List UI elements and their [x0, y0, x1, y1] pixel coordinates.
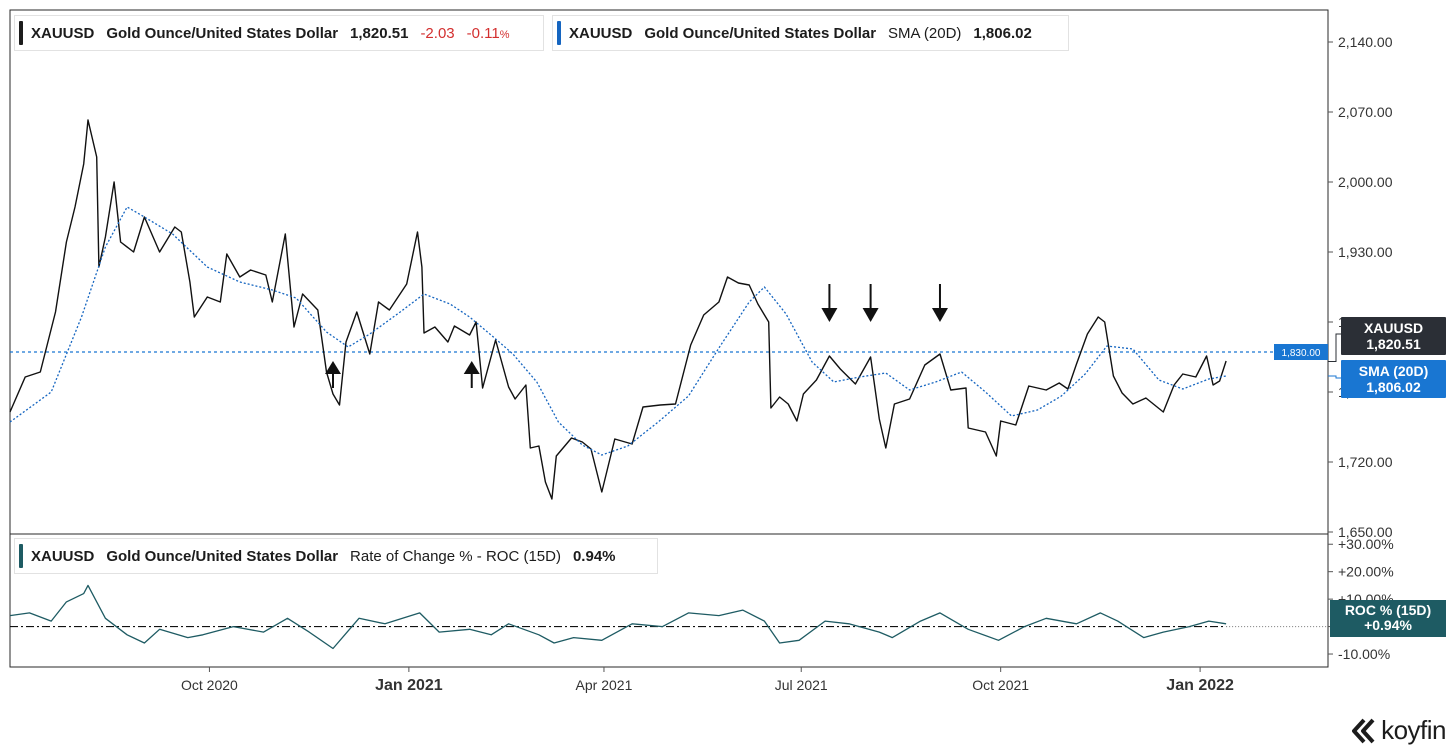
price-line	[9, 119, 1227, 500]
legend-price-swatch	[19, 21, 23, 45]
legend-price-change-pct: -0.11%	[467, 25, 510, 42]
roc-line	[9, 584, 1227, 650]
sma-badge-connector	[1328, 375, 1341, 379]
x-tick-label: Jan 2022	[1166, 677, 1234, 694]
arrow-up-icon	[463, 361, 480, 374]
legend-sma-symbol: XAUUSD	[569, 24, 633, 42]
price-badge-connector	[1328, 333, 1341, 362]
roc-pane: -10.00%0.00%+10.00%+20.00%+30.00%ROC % (…	[9, 536, 1446, 662]
price-badge-bg	[1341, 317, 1446, 355]
chart-frame	[9, 9, 1329, 668]
x-axis: Oct 2020 Jan 2021 Apr 2021 Jul 2021 Oct 2021…	[181, 667, 1234, 694]
x-tick-label: Oct 2021	[972, 677, 1029, 693]
price-badge-text: XAUUSD	[1364, 320, 1423, 336]
hline-value-text: 1,830.00	[1282, 348, 1321, 359]
roc-badge-bg	[1330, 600, 1446, 637]
x-tick-label: Apr 2021	[576, 677, 633, 693]
sma-badge-text: 1,806.02	[1366, 379, 1421, 395]
legend-roc-name: Gold Ounce/United States Dollar	[106, 547, 339, 565]
roc-badge-text: +0.94%	[1364, 617, 1412, 633]
roc-y-tick-label: +30.00%	[1338, 536, 1394, 552]
sma-badge-text: SMA (20D)	[1359, 363, 1429, 379]
legend-roc-swatch	[19, 544, 23, 568]
brand-name: koyfin	[1381, 715, 1446, 745]
y-tick-label: 2,140.00	[1338, 34, 1393, 50]
arrow-down-icon	[821, 308, 838, 322]
x-tick-label: Jan 2021	[375, 677, 443, 694]
y-tick-label: 1,720.00	[1338, 454, 1393, 470]
roc-badge: ROC % (15D)+0.94%	[1330, 600, 1446, 637]
roc-y-tick-label: +20.00%	[1338, 564, 1394, 580]
legend-sma: XAUUSD Gold Ounce/United States Dollar S…	[552, 15, 1069, 51]
legend-price-change-pct-value: -0.11	[466, 24, 500, 42]
x-tick-label: Oct 2020	[181, 677, 238, 693]
koyfin-mark-icon	[1352, 718, 1375, 743]
arrow-down-icon	[862, 308, 879, 322]
y-tick-label: 2,000.00	[1338, 174, 1393, 190]
y-tick-label: 1,930.00	[1338, 244, 1393, 260]
sma-badge: SMA (20D)1,806.02	[1341, 360, 1446, 398]
legend-roc: XAUUSD Gold Ounce/United States Dollar R…	[14, 538, 658, 574]
legend-sma-name: Gold Ounce/United States Dollar	[644, 24, 877, 42]
arrow-down-icon	[931, 308, 948, 322]
legend-roc-indicator: Rate of Change % - ROC (15D)	[350, 547, 561, 565]
hline-value-tag	[1274, 344, 1328, 360]
legend-roc-value: 0.94%	[572, 547, 616, 565]
legend-price-symbol: XAUUSD	[31, 24, 95, 42]
legend-sma-indicator: SMA (20D)	[888, 24, 962, 42]
legend-roc-symbol: XAUUSD	[31, 547, 95, 565]
legend-price-last: 1,820.51	[350, 24, 409, 42]
arrow-up-icon	[324, 361, 341, 374]
koyfin-logo: koyfin	[1351, 715, 1446, 746]
legend-price-change: -2.03	[420, 24, 455, 42]
x-tick-label: Jul 2021	[775, 677, 828, 693]
legend-price-change-pct-sign: %	[499, 28, 510, 41]
legend-sma-value: 1,806.02	[973, 24, 1032, 42]
y-tick-label: 1,650.00	[1338, 524, 1393, 540]
legend-sma-swatch	[557, 21, 561, 45]
sma-line	[9, 206, 1227, 456]
price-badge-text: 1,820.51	[1366, 336, 1421, 352]
price-pane: 1,650.001,720.001,790.001,860.001,930.00…	[9, 34, 1446, 540]
sma-badge-bg	[1341, 360, 1446, 398]
legend-price-name: Gold Ounce/United States Dollar	[106, 24, 339, 42]
y-tick-label: 2,070.00	[1338, 104, 1393, 120]
legend-price: XAUUSD Gold Ounce/United States Dollar 1…	[14, 15, 544, 51]
roc-y-tick-label: -10.00%	[1338, 646, 1390, 662]
roc-badge-text: ROC % (15D)	[1345, 602, 1431, 618]
